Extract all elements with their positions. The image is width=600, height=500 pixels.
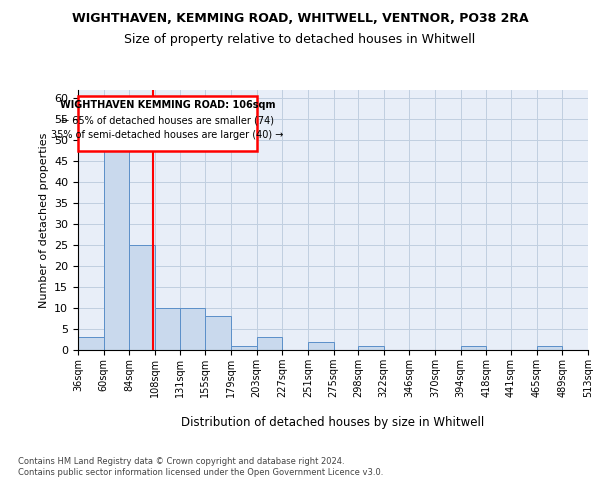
Bar [231, 346, 257, 350]
Text: WIGHTHAVEN, KEMMING ROAD, WHITWELL, VENTNOR, PO38 2RA: WIGHTHAVEN, KEMMING ROAD, WHITWELL, VENT… [71, 12, 529, 26]
Bar [179, 308, 205, 350]
Text: Contains HM Land Registry data © Crown copyright and database right 2024.
Contai: Contains HM Land Registry data © Crown c… [18, 458, 383, 477]
Text: ← 65% of detached houses are smaller (74): ← 65% of detached houses are smaller (74… [61, 115, 274, 125]
Bar [536, 346, 562, 350]
Bar [155, 308, 179, 350]
Bar [130, 245, 155, 350]
Bar [78, 96, 257, 151]
Bar [205, 316, 231, 350]
Text: 35% of semi-detached houses are larger (40) →: 35% of semi-detached houses are larger (… [51, 130, 283, 140]
Text: WIGHTHAVEN KEMMING ROAD: 106sqm: WIGHTHAVEN KEMMING ROAD: 106sqm [59, 100, 275, 110]
Bar [78, 338, 104, 350]
Bar [308, 342, 334, 350]
Bar [104, 144, 130, 350]
Bar [358, 346, 384, 350]
Y-axis label: Number of detached properties: Number of detached properties [38, 132, 49, 308]
Bar [461, 346, 487, 350]
Text: Distribution of detached houses by size in Whitwell: Distribution of detached houses by size … [181, 416, 485, 429]
Bar [257, 338, 282, 350]
Text: Size of property relative to detached houses in Whitwell: Size of property relative to detached ho… [124, 32, 476, 46]
